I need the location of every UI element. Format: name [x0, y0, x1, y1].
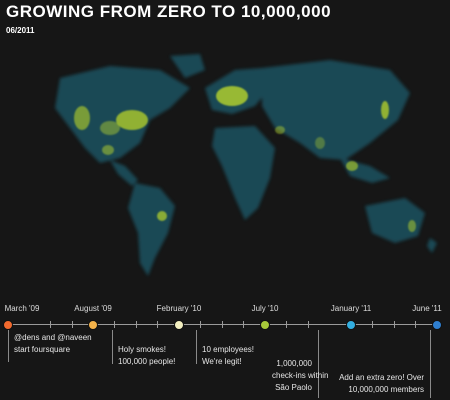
- timeline-tick: [200, 321, 201, 328]
- timeline-axis: [8, 324, 438, 325]
- asia-landmass: [262, 60, 410, 160]
- timeline-tick: [394, 321, 395, 328]
- south-america-landmass: [128, 183, 175, 276]
- timeline-tick: [222, 321, 223, 328]
- hotspot-japan: [381, 101, 389, 119]
- milestone-connector: [430, 330, 431, 398]
- milestone-connector: [112, 330, 113, 364]
- timeline-tick: [415, 321, 416, 328]
- hotspot-mexico: [102, 145, 114, 155]
- milestone-note: Add an extra zero! Over 10,000,000 membe…: [339, 373, 424, 394]
- checkin-hotspot-layer: [74, 86, 416, 232]
- milestone-marker[interactable]: [3, 320, 13, 330]
- timeline-tick: [308, 321, 309, 328]
- timeline-tick: [72, 321, 73, 328]
- hotspot-east-us: [116, 110, 148, 130]
- milestone-date: March '09: [4, 304, 40, 313]
- milestone-marker[interactable]: [346, 320, 356, 330]
- world-checkin-density-map: [55, 54, 437, 276]
- milestone-marker[interactable]: [88, 320, 98, 330]
- milestone-marker[interactable]: [174, 320, 184, 330]
- map-date: 06/2011: [6, 26, 35, 35]
- hotspot-sao-paulo: [157, 211, 167, 221]
- timeline-tick: [114, 321, 115, 328]
- milestone-connector: [318, 330, 319, 398]
- africa-landmass: [212, 126, 275, 220]
- continent-landmass-layer: [55, 54, 437, 276]
- hotspot-india: [315, 137, 325, 149]
- milestone-note: 10 employees! We're legit!: [202, 345, 255, 366]
- timeline-tick: [50, 321, 51, 328]
- timeline-tick: [372, 321, 373, 328]
- milestone-timeline: March '09 @dens and @naveen start foursq…: [0, 290, 450, 400]
- hotspot-southeast-asia: [346, 161, 358, 171]
- milestone-date: June '11: [412, 304, 442, 313]
- milestone-marker[interactable]: [260, 320, 270, 330]
- milestone-connector: [8, 330, 9, 362]
- hotspot-central-us: [100, 121, 120, 135]
- milestone-note: 1,000,000 check-ins within São Paolo: [272, 359, 329, 392]
- hotspot-middle-east: [275, 126, 285, 134]
- milestone-date: February '10: [156, 304, 202, 313]
- milestone-note: @dens and @naveen start foursquare: [14, 333, 92, 354]
- page-title: GROWING FROM ZERO TO 10,000,000: [6, 2, 332, 21]
- hotspot-western-europe: [216, 86, 248, 106]
- milestone-marker[interactable]: [432, 320, 442, 330]
- milestone-note: Holy smokes! 100,000 people!: [118, 345, 176, 366]
- timeline-tick: [243, 321, 244, 328]
- timeline-tick: [136, 321, 137, 328]
- greenland-landmass: [170, 54, 205, 78]
- milestone-date: July '10: [251, 304, 279, 313]
- milestone-connector: [196, 330, 197, 364]
- milestone-date: January '11: [330, 304, 372, 313]
- new-zealand-landmass: [427, 238, 437, 253]
- timeline-tick: [286, 321, 287, 328]
- southeast-asia-landmass: [340, 158, 390, 183]
- milestone-date: August '09: [74, 304, 112, 313]
- central-america-landmass: [110, 160, 138, 186]
- hotspot-west-us: [74, 106, 90, 130]
- hotspot-east-australia: [408, 220, 416, 232]
- australia-landmass: [365, 198, 425, 243]
- timeline-tick: [157, 321, 158, 328]
